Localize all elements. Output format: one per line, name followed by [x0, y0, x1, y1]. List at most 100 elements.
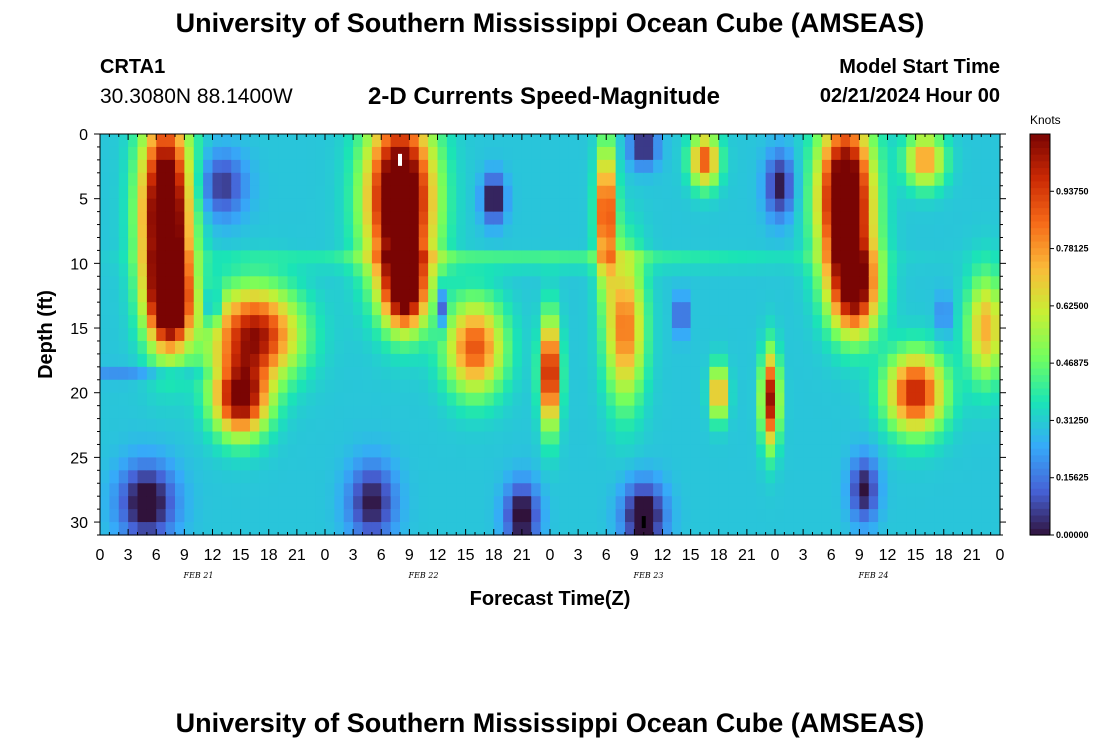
heatmap-cell	[718, 405, 729, 420]
heatmap-cell	[746, 276, 757, 290]
heatmap-cell	[850, 431, 860, 446]
heatmap-cell	[831, 146, 842, 161]
model-start-value: 02/21/2024 Hour 00	[819, 85, 1000, 107]
heatmap-cell	[596, 353, 607, 368]
colorbar-label: 0.62500	[1056, 301, 1089, 311]
heatmap-cell	[268, 340, 279, 355]
x-tick-label: 15	[232, 547, 250, 564]
heatmap-cell	[746, 224, 757, 239]
heatmap-cell	[465, 522, 476, 536]
heatmap-cell	[596, 146, 607, 161]
heatmap-cell	[428, 276, 439, 290]
heatmap-cell	[390, 159, 401, 174]
heatmap-cell	[803, 146, 814, 161]
heatmap-cell	[925, 444, 935, 458]
heatmap-cell	[803, 340, 814, 355]
heatmap-cell	[540, 509, 551, 523]
heatmap-cell	[100, 146, 110, 161]
heatmap-cell	[775, 211, 785, 226]
footer-title: University of Southern Mississippi Ocean…	[175, 708, 925, 738]
heatmap-cell	[128, 509, 139, 523]
heatmap-cell	[643, 444, 654, 458]
heatmap-cell	[690, 159, 701, 174]
x-tick-label: 15	[682, 547, 700, 564]
heatmap-cell	[859, 250, 870, 264]
heatmap-cell	[737, 457, 748, 471]
heatmap-cell	[165, 250, 176, 264]
heatmap-cell	[915, 134, 926, 148]
heatmap-cell	[756, 431, 767, 446]
date-label: FEB 22	[407, 571, 438, 580]
heatmap-cell	[428, 418, 439, 433]
heatmap-cell	[109, 250, 120, 264]
heatmap-cell	[803, 418, 814, 433]
heatmap-cell	[343, 366, 354, 381]
heatmap-cell	[231, 405, 242, 420]
heatmap-cell	[896, 392, 907, 407]
heatmap-cell	[878, 340, 889, 355]
heatmap-cell	[400, 457, 410, 471]
heatmap-cell	[915, 185, 926, 200]
heatmap-cell	[184, 340, 195, 355]
heatmap-cell	[175, 392, 185, 407]
x-tick-label: 0	[96, 547, 105, 564]
heatmap-cell	[718, 444, 729, 458]
heatmap-cell	[240, 134, 251, 148]
heatmap-cell	[428, 146, 439, 161]
main-title: University of Southern Mississippi Ocean…	[175, 8, 925, 38]
heatmap-cell	[371, 276, 382, 290]
heatmap-cell	[615, 522, 626, 536]
heatmap-cell	[203, 392, 214, 407]
heatmap-cell	[268, 211, 279, 226]
heatmap-cell	[353, 509, 364, 523]
heatmap-cell	[578, 496, 589, 510]
heatmap-cell	[456, 211, 467, 226]
heatmap-cell	[990, 289, 1001, 303]
heatmap-cell	[465, 353, 476, 368]
heatmap-cell	[737, 198, 748, 213]
heatmap-cell	[859, 224, 870, 239]
heatmap-cell	[446, 483, 457, 497]
heatmap-cell	[671, 159, 682, 174]
heatmap-cell	[896, 444, 907, 458]
heatmap-cell	[765, 457, 776, 471]
heatmap-cell	[287, 457, 298, 471]
heatmap-cell	[840, 263, 851, 277]
heatmap-cell	[709, 185, 720, 200]
heatmap-cell	[728, 250, 739, 264]
heatmap-cell	[756, 353, 767, 368]
heatmap-cell	[221, 134, 232, 148]
heatmap-cell	[953, 522, 964, 536]
heatmap-cell	[287, 470, 298, 484]
heatmap-cell	[625, 263, 635, 277]
heatmap-cell	[540, 379, 551, 394]
heatmap-cell	[831, 328, 842, 342]
heatmap-cell	[165, 276, 176, 290]
x-tick-label: 18	[260, 547, 278, 564]
heatmap-cell	[700, 457, 710, 471]
heatmap-cell	[278, 198, 289, 213]
heatmap-cell	[156, 172, 167, 187]
heatmap-cell	[325, 353, 335, 368]
heatmap-cell	[915, 263, 926, 277]
heatmap-cell	[268, 431, 279, 446]
heatmap-cell	[896, 211, 907, 226]
heatmap-cell	[259, 379, 270, 394]
heatmap-cell	[784, 198, 795, 213]
heatmap-cell	[390, 289, 401, 303]
heatmap-cell	[278, 392, 289, 407]
heatmap-cell	[531, 263, 542, 277]
heatmap-cell	[371, 159, 382, 174]
heatmap-cell	[990, 444, 1001, 458]
heatmap-cell	[287, 353, 298, 368]
heatmap-cell	[850, 496, 860, 510]
heatmap-cell	[559, 302, 570, 316]
heatmap-cell	[250, 237, 260, 252]
heatmap-cell	[540, 146, 551, 161]
heatmap-cell	[296, 315, 307, 329]
heatmap-cell	[775, 496, 785, 510]
heatmap-cell	[465, 470, 476, 484]
heatmap-cell	[756, 418, 767, 433]
heatmap-cell	[746, 496, 757, 510]
heatmap-cell	[484, 328, 495, 342]
